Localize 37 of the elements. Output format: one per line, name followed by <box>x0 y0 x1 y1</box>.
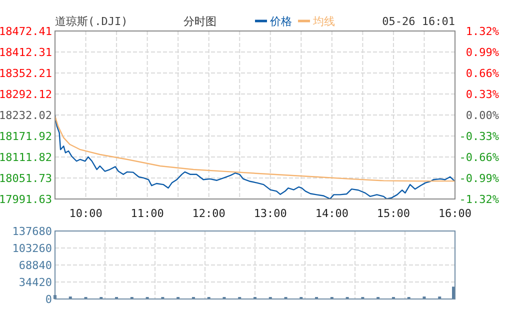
y2-tick-label: -0.33% <box>459 130 500 143</box>
y2-tick-label: 0.33% <box>466 88 500 101</box>
y2-tick-label: 0.99% <box>466 46 500 59</box>
y-tick-label: 68840 <box>18 259 52 272</box>
chart-title: 道琼斯(.DJI) <box>55 15 128 28</box>
line-series <box>54 115 456 182</box>
y2-tick-label: -1.32% <box>459 193 500 206</box>
y-tick-label: 18412.31 <box>0 46 52 59</box>
y-tick-label: 0 <box>45 293 52 306</box>
x-tick-label: 15:00 <box>376 207 410 220</box>
y-tick-label: 103260 <box>12 242 52 255</box>
y2-tick-label: 1.32% <box>466 25 500 38</box>
y-tick-label: 18352.21 <box>0 67 52 80</box>
y-tick-label: 137680 <box>12 225 52 238</box>
y2-tick-label: 0.66% <box>466 67 500 80</box>
y2-tick-label: -0.66% <box>459 151 500 164</box>
y-tick-label: 18292.12 <box>0 88 52 101</box>
y2-tick-label: 0.00% <box>466 109 500 122</box>
y2-tick-label: -0.99% <box>459 172 500 185</box>
x-tick-label: 13:00 <box>254 207 287 220</box>
text: 05-26 16:01 <box>382 15 455 28</box>
x-tick-label: 16:00 <box>438 207 472 220</box>
legend-label: 均线 <box>312 15 335 28</box>
line-series <box>54 114 456 200</box>
chart-subtitle: 分时图 <box>184 15 216 28</box>
y-tick-label: 17991.63 <box>0 193 52 206</box>
y-tick-label: 18472.41 <box>0 25 52 38</box>
y-tick-label: 18171.92 <box>0 130 52 143</box>
x-tick-label: 12:00 <box>192 207 226 220</box>
y-tick-label: 34420 <box>18 276 52 289</box>
y-tick-label: 18111.82 <box>0 151 52 164</box>
legend-label: 价格 <box>269 15 292 28</box>
x-tick-label: 10:00 <box>69 207 102 220</box>
x-tick-label: 14:00 <box>315 207 348 220</box>
y-tick-label: 18232.02 <box>0 109 52 122</box>
y-tick-label: 18051.73 <box>0 172 52 185</box>
x-tick-label: 11:00 <box>130 207 164 220</box>
